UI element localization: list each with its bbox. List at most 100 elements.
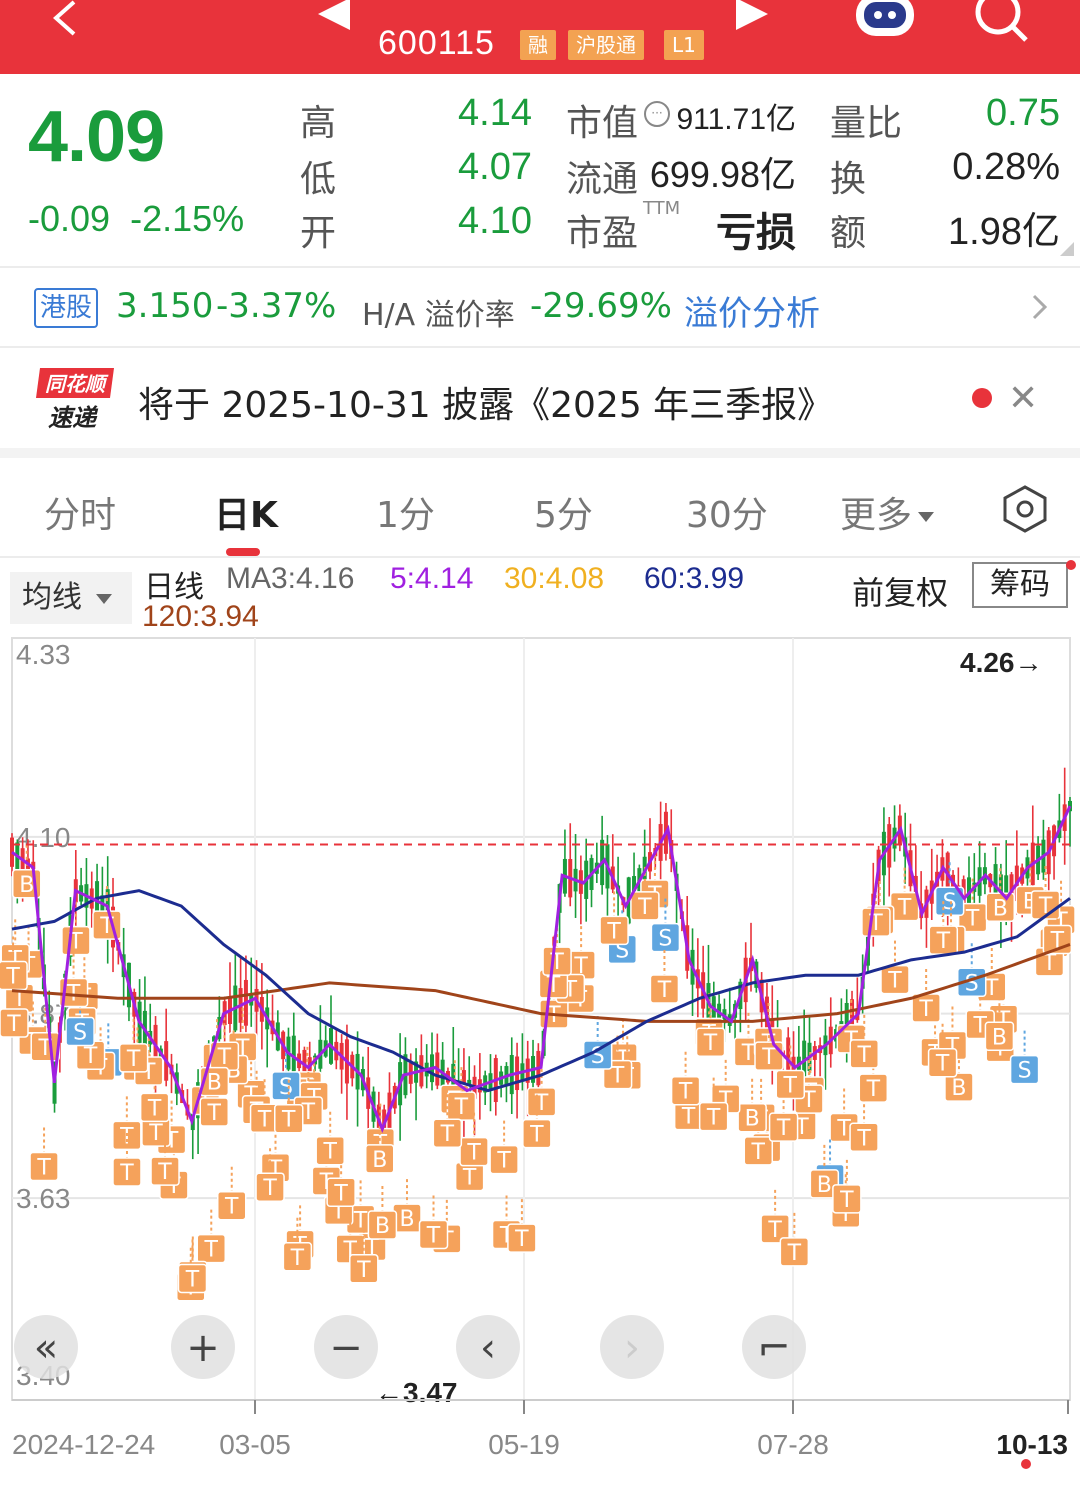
signal-tag-box bbox=[522, 1118, 552, 1149]
signal-tag-box bbox=[649, 974, 680, 1004]
current-price: 4.09 bbox=[28, 97, 165, 177]
volume-ratio-value: 0.75 bbox=[986, 92, 1060, 134]
y-tick-label: 3.63 bbox=[16, 1183, 71, 1214]
signal-tag-letter: T bbox=[454, 1095, 469, 1120]
signal-tag-box bbox=[432, 1118, 463, 1148]
high-value: 4.14 bbox=[458, 92, 532, 134]
signal-tag-letter: T bbox=[514, 1227, 529, 1252]
earnings-notice[interactable]: 将于 2025-10-31 披露《2025 年三季报》 bbox=[138, 385, 834, 426]
prev-stock-icon[interactable] bbox=[318, 0, 350, 30]
signal-tag-box bbox=[542, 946, 572, 976]
signal-tag-box bbox=[737, 1102, 767, 1133]
float-label: 流通 bbox=[566, 159, 639, 200]
tab-1min[interactable]: 1分 bbox=[376, 495, 435, 536]
x-tick-label: 2024-12-24 bbox=[12, 1429, 155, 1460]
zoom-in-icon[interactable]: + bbox=[171, 1315, 235, 1379]
signal-tag-letter: T bbox=[610, 1064, 625, 1089]
signal-tag-box bbox=[944, 1072, 974, 1102]
next-icon[interactable]: › bbox=[600, 1315, 664, 1379]
signal-tag-letter: T bbox=[866, 1077, 881, 1102]
close-icon[interactable]: ✕ bbox=[1008, 378, 1039, 419]
signal-tag-letter: T bbox=[767, 1218, 782, 1243]
open-value: 4.10 bbox=[458, 200, 532, 242]
signal-tag-box bbox=[849, 1039, 879, 1069]
signal-tag-letter: T bbox=[776, 1116, 791, 1141]
turnover-label: 换 bbox=[830, 159, 867, 200]
ma3-value: MA3:4.16 bbox=[226, 562, 355, 595]
tab-intraday[interactable]: 分时 bbox=[44, 495, 117, 536]
signal-tag-letter: T bbox=[529, 1123, 544, 1148]
float-value: 699.98亿 bbox=[649, 154, 796, 195]
zoom-out-icon[interactable]: − bbox=[314, 1315, 378, 1379]
tab-30min[interactable]: 30分 bbox=[686, 495, 768, 536]
signal-tag-letter: T bbox=[839, 1188, 854, 1213]
signal-tag-box bbox=[0, 1008, 29, 1038]
min-price-label: ←3.47 bbox=[375, 1377, 458, 1408]
next-stock-icon[interactable] bbox=[736, 0, 768, 30]
signal-tag-box bbox=[150, 1156, 180, 1186]
premium-value: -29.69% bbox=[530, 286, 672, 326]
chips-dot bbox=[1066, 560, 1076, 570]
signal-tag-box bbox=[29, 1151, 59, 1182]
signal-tag-letter: T bbox=[440, 1122, 455, 1147]
signal-tag-letter: S bbox=[279, 1075, 293, 1100]
hk-percent: -3.37% bbox=[216, 286, 337, 326]
signal-tag-letter: B bbox=[207, 1071, 222, 1096]
collapse-icon[interactable]: « bbox=[14, 1315, 78, 1379]
more-info-icon[interactable]: ··· bbox=[644, 101, 670, 127]
ma120-line bbox=[11, 943, 1071, 1023]
robot-icon[interactable] bbox=[852, 0, 918, 42]
signal-tag-letter: S bbox=[965, 971, 979, 996]
signal-tag-box bbox=[315, 1135, 345, 1166]
signal-tag-letter: T bbox=[353, 1208, 368, 1233]
signal-tag-letter: T bbox=[6, 1012, 21, 1037]
signal-tag-letter: T bbox=[678, 1080, 693, 1105]
signal-tag-letter: B bbox=[817, 1173, 832, 1198]
signal-tag-letter: T bbox=[36, 1156, 51, 1181]
signal-tag-letter: T bbox=[935, 1052, 950, 1077]
adjust-mode[interactable]: 前复权 bbox=[852, 574, 949, 612]
expand-corner-icon[interactable] bbox=[1060, 242, 1074, 256]
mktcap-label: 市值 bbox=[566, 103, 639, 144]
settings-hexagon-icon[interactable] bbox=[1000, 484, 1050, 534]
signal-tag-box bbox=[112, 1157, 142, 1187]
signal-tag-letter: T bbox=[83, 1044, 98, 1069]
fullscreen-icon[interactable]: ⌐ bbox=[742, 1315, 806, 1379]
svg-text:同花顺: 同花顺 bbox=[45, 372, 109, 396]
section-divider bbox=[0, 448, 1080, 458]
signal-tag-letter: T bbox=[356, 1258, 371, 1283]
svg-text:⌐: ⌐ bbox=[757, 1325, 791, 1371]
signal-tag-letter: T bbox=[262, 1176, 277, 1201]
signal-tag-box bbox=[849, 1122, 879, 1153]
chevron-down-icon bbox=[96, 593, 112, 604]
kline-chart[interactable]: 4.334.103.873.633.40TTTTTTTTTTTTTTTTSTTT… bbox=[0, 630, 1080, 1491]
signal-tag-box bbox=[274, 1103, 304, 1134]
ma-selector[interactable]: 均线 bbox=[10, 572, 132, 624]
active-tab-indicator bbox=[226, 548, 260, 556]
signal-tag-box bbox=[326, 1177, 356, 1208]
ma-selector-label: 均线 bbox=[22, 580, 82, 615]
signal-tag-letter: T bbox=[681, 1105, 696, 1130]
tab-more[interactable]: 更多 bbox=[840, 486, 935, 538]
svg-text:›: › bbox=[624, 1325, 640, 1371]
tab-daily-k[interactable]: 日K bbox=[214, 495, 278, 536]
back-icon[interactable] bbox=[40, 0, 90, 44]
signal-tag-letter: T bbox=[918, 997, 933, 1022]
x-tick-label: 05-19 bbox=[488, 1429, 560, 1460]
signal-tag-box bbox=[927, 1047, 958, 1078]
signal-tag-letter: B bbox=[399, 1207, 414, 1232]
tab-5min[interactable]: 5分 bbox=[534, 495, 593, 536]
signal-tag-letter: T bbox=[126, 1047, 141, 1072]
chips-button[interactable]: 筹码 bbox=[972, 562, 1068, 608]
divider bbox=[0, 266, 1080, 268]
premium-analysis-link[interactable]: 溢价分析 bbox=[684, 294, 820, 334]
signal-tag-letter: T bbox=[836, 1117, 851, 1142]
signal-tag-box bbox=[832, 1184, 862, 1214]
signal-tag-letter: T bbox=[224, 1195, 239, 1220]
search-icon[interactable] bbox=[972, 0, 1032, 46]
signal-tag-letter: T bbox=[207, 1101, 222, 1126]
signal-tag-box bbox=[199, 1097, 230, 1127]
chevron-right-icon[interactable] bbox=[1030, 292, 1050, 322]
prev-icon[interactable]: ‹ bbox=[456, 1315, 520, 1379]
signal-tag-box bbox=[743, 1136, 774, 1166]
